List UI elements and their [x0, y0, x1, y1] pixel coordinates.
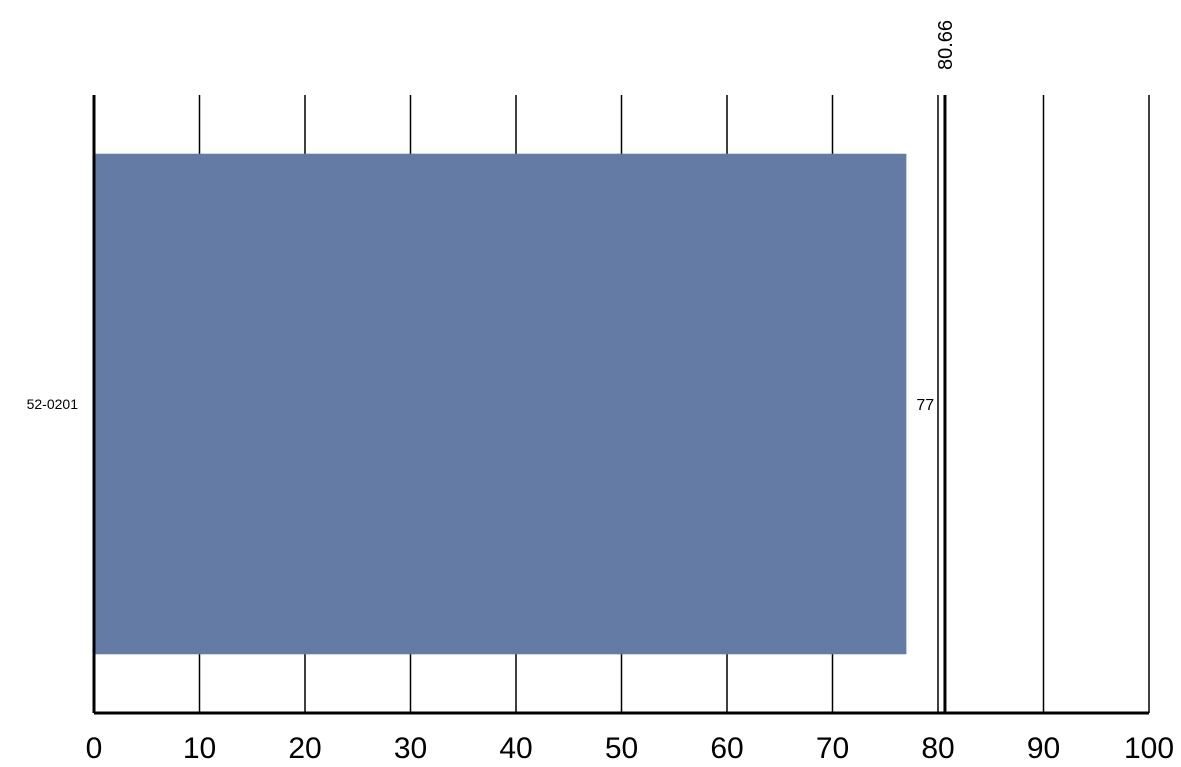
labels: 77 52-0201 80.66 0 10 20 30 40 50 60 70 80 90 100 — [27, 20, 1174, 765]
reference-line-label: 80.66 — [935, 20, 957, 70]
x-tick-label-90: 90 — [1027, 732, 1060, 765]
x-tick-label-10: 10 — [183, 732, 216, 765]
x-tick-label-100: 100 — [1124, 732, 1174, 765]
x-tick-label-20: 20 — [288, 732, 321, 765]
axes — [92, 95, 1149, 715]
data-label-52-0201: 77 — [916, 397, 934, 414]
x-tick-label-70: 70 — [816, 732, 849, 765]
x-tick-label-80: 80 — [921, 732, 954, 765]
x-tick-label-60: 60 — [710, 732, 743, 765]
x-tick-label-50: 50 — [605, 732, 638, 765]
category-label-52-0201: 52-0201 — [27, 396, 79, 412]
x-tick-label-40: 40 — [499, 732, 532, 765]
x-tick-label-0: 0 — [86, 732, 103, 765]
bar-52-0201 — [94, 153, 907, 655]
bars — [94, 153, 907, 655]
x-tick-label-30: 30 — [394, 732, 427, 765]
